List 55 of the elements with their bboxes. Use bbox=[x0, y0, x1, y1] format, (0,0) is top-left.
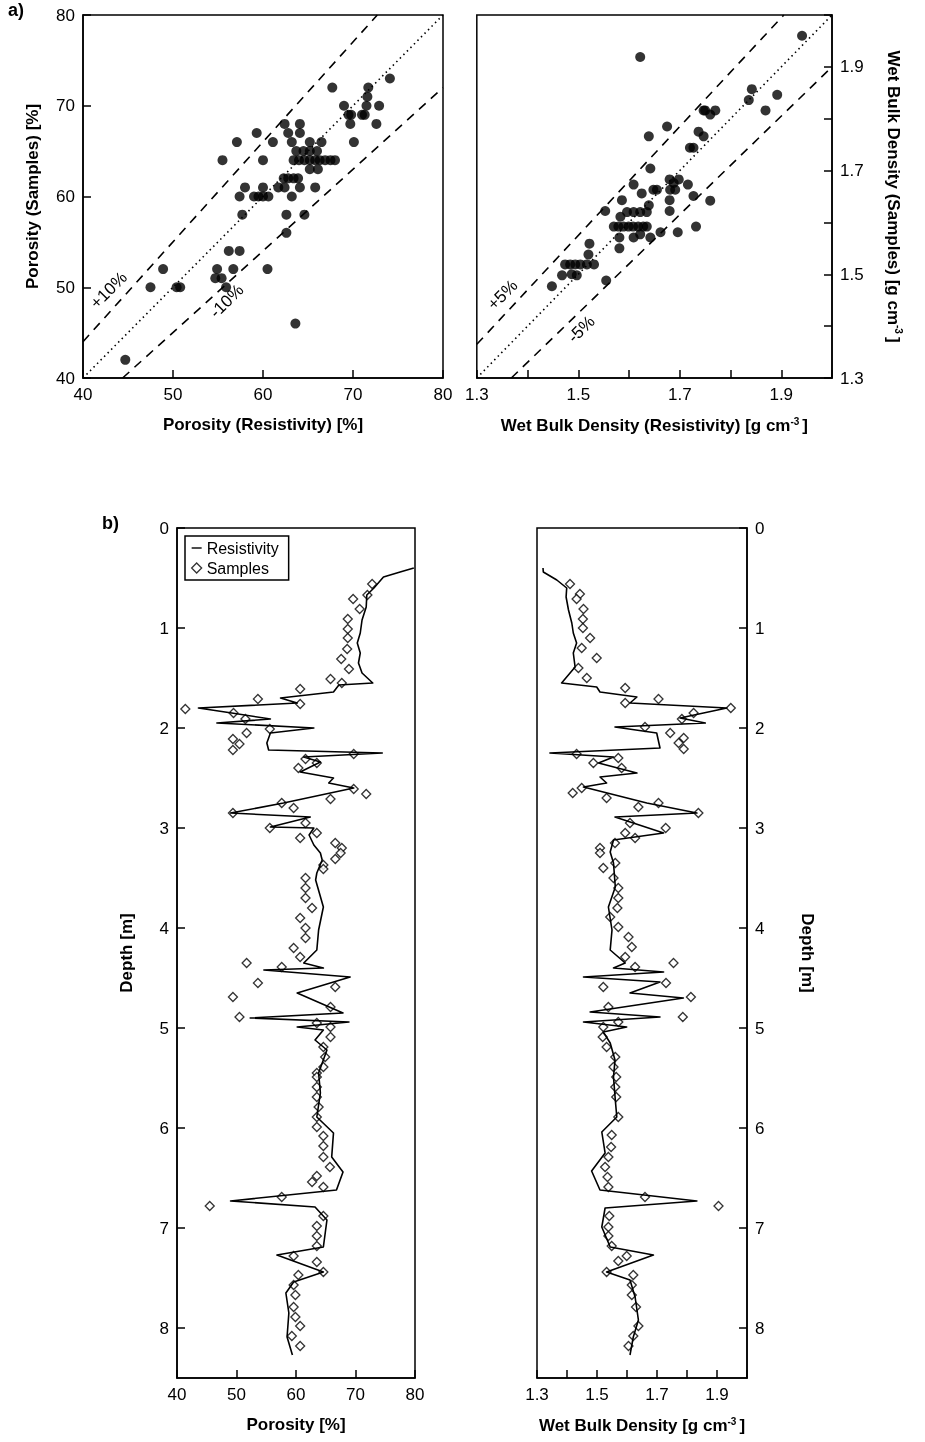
y2-tick-label: 3 bbox=[755, 818, 765, 838]
y-tick-label: 6 bbox=[159, 1118, 169, 1138]
y2-tick-label: 1.3 bbox=[840, 368, 864, 388]
y-tick-label: 60 bbox=[56, 187, 75, 206]
x-tick-label: 1.3 bbox=[525, 1385, 549, 1404]
x-tick-label: 1.9 bbox=[705, 1385, 729, 1404]
x-tick-label: 60 bbox=[253, 385, 273, 404]
x-tick-label: 1.5 bbox=[566, 385, 591, 404]
y2-tick-label: 1.9 bbox=[840, 57, 864, 77]
y2-tick-label: 0 bbox=[755, 518, 765, 538]
legend-label: Samples bbox=[206, 559, 269, 577]
y2-tick-label: 2 bbox=[755, 718, 765, 738]
x-tick-label: 80 bbox=[433, 385, 453, 404]
y2-tick-label: 8 bbox=[755, 1318, 765, 1338]
text: -5% bbox=[564, 311, 599, 347]
x-axis-title: Porosity (Resistivity) [%] bbox=[162, 415, 364, 434]
y-tick-label: 0 bbox=[159, 518, 169, 538]
y-tick-label: 2 bbox=[159, 718, 169, 738]
x-tick-label: 40 bbox=[73, 385, 93, 404]
text: b) bbox=[102, 513, 119, 533]
y2-tick-label: 1.5 bbox=[840, 264, 864, 284]
y-axis-title: Depth [m] bbox=[117, 913, 136, 993]
x-tick-label: 60 bbox=[286, 1385, 306, 1404]
y-tick-label: 5 bbox=[159, 1018, 169, 1038]
y2-tick-label: 6 bbox=[755, 1118, 765, 1138]
text: a) bbox=[8, 0, 25, 20]
legend-label: Resistivity bbox=[206, 539, 279, 557]
y2-tick-label: 7 bbox=[755, 1218, 765, 1238]
y2-axis-title: Depth [m] bbox=[798, 913, 817, 993]
x-tick-label: 50 bbox=[227, 1385, 246, 1404]
y-tick-label: 70 bbox=[56, 96, 75, 116]
y2-tick-label: 4 bbox=[755, 918, 765, 938]
y2-tick-label: 1 bbox=[755, 618, 765, 638]
y-tick-label: 8 bbox=[159, 1318, 169, 1338]
x-axis-title: Porosity [%] bbox=[246, 1415, 346, 1434]
y-tick-label: 1 bbox=[159, 618, 169, 638]
x-tick-label: 1.9 bbox=[769, 385, 794, 404]
x-tick-label: 70 bbox=[343, 385, 363, 404]
y-axis-title: Porosity (Samples) [%] bbox=[23, 103, 42, 290]
y2-tick-label: 1.7 bbox=[840, 161, 864, 181]
x-tick-label: 1.5 bbox=[585, 1385, 609, 1404]
y-tick-label: 4 bbox=[159, 918, 169, 938]
y-tick-label: 40 bbox=[56, 368, 75, 388]
y-tick-label: 3 bbox=[159, 818, 169, 838]
x-tick-label: 1.7 bbox=[667, 385, 692, 404]
x-tick-label: 1.3 bbox=[465, 385, 489, 404]
y2-tick-label: 5 bbox=[755, 1018, 765, 1038]
x-tick-label: 70 bbox=[346, 1385, 365, 1404]
y-tick-label: 50 bbox=[56, 277, 75, 297]
y-tick-label: 80 bbox=[56, 5, 75, 25]
x-tick-label: 80 bbox=[405, 1385, 425, 1404]
y-tick-label: 7 bbox=[159, 1218, 169, 1238]
x-tick-label: 1.7 bbox=[645, 1385, 669, 1404]
text: +5% bbox=[483, 276, 522, 314]
y2-axis-title: Wet Bulk Density (Samples) [g cm-3] bbox=[884, 50, 904, 343]
